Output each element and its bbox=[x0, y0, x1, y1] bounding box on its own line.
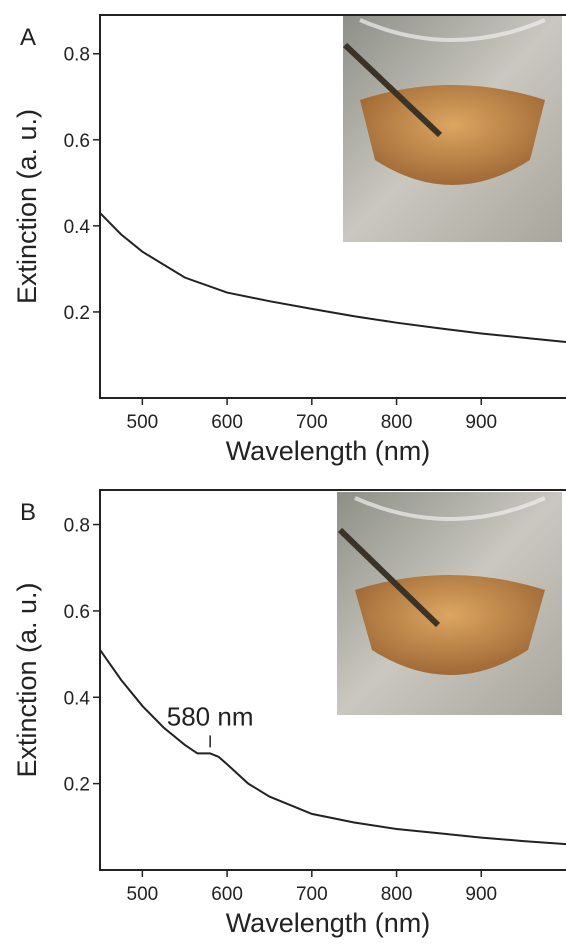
annotation: 580 nm bbox=[167, 701, 254, 731]
y-axis-title: Extinction (a. u.) bbox=[12, 109, 42, 304]
x-tick-label: 600 bbox=[211, 884, 243, 905]
x-tick-label: 700 bbox=[296, 884, 328, 905]
curve bbox=[99, 649, 566, 846]
y-tick-label: 0.4 bbox=[64, 217, 91, 238]
x-tick-label: 500 bbox=[127, 884, 159, 905]
x-tick-label: 700 bbox=[296, 412, 328, 433]
y-tick-label: 0.2 bbox=[64, 303, 90, 324]
x-axis-title: Wavelength (nm) bbox=[226, 436, 431, 466]
x-tick-label: 600 bbox=[211, 412, 243, 433]
axes-frame bbox=[99, 489, 566, 871]
y-axis-title: Extinction (a. u.) bbox=[12, 582, 42, 777]
y-tick-label: 0.4 bbox=[64, 688, 91, 709]
y-tick-label: 0.6 bbox=[64, 602, 90, 623]
x-tick-label: 900 bbox=[465, 884, 497, 905]
x-tick-label: 800 bbox=[381, 884, 413, 905]
axes-frame bbox=[99, 14, 566, 399]
y-tick-label: 0.8 bbox=[64, 516, 90, 537]
y-tick-label: 0.2 bbox=[64, 775, 90, 796]
x-axis-title: Wavelength (nm) bbox=[226, 908, 431, 938]
x-tick-label: 900 bbox=[465, 412, 497, 433]
y-tick-label: 0.6 bbox=[64, 131, 90, 152]
x-tick-label: 800 bbox=[381, 412, 413, 433]
panel-label: A bbox=[20, 24, 36, 51]
panel-label: B bbox=[20, 499, 36, 526]
curve bbox=[99, 212, 566, 344]
inset-photo-b bbox=[337, 492, 562, 715]
x-tick-label: 500 bbox=[127, 412, 159, 433]
y-tick-label: 0.8 bbox=[64, 45, 90, 66]
inset-photo-a bbox=[342, 15, 562, 242]
